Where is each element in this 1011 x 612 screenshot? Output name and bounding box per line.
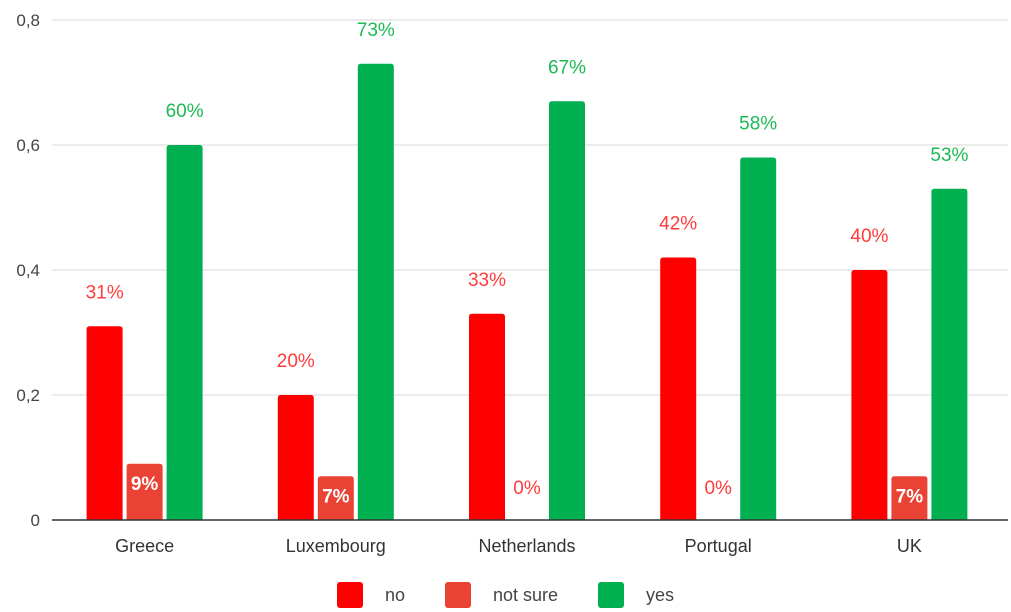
data-label: 31% xyxy=(86,282,124,303)
y-tick-label: 0,6 xyxy=(16,136,40,155)
data-label: 40% xyxy=(850,226,888,247)
legend-label: not sure xyxy=(492,584,559,605)
bar-yes-uk xyxy=(931,188,968,520)
legend-swatch xyxy=(336,582,363,608)
data-label: 73% xyxy=(357,20,395,41)
bar-yes-netherlands xyxy=(549,101,585,520)
data-label: 7% xyxy=(896,486,924,507)
bar-yes-greece xyxy=(166,145,203,520)
data-label: 58% xyxy=(739,114,777,135)
bar-yes-luxembourg xyxy=(357,63,394,520)
legend: no not sure yes xyxy=(0,580,1011,610)
bar-not-sure-greece xyxy=(126,463,163,520)
legend-swatch xyxy=(598,582,625,608)
x-tick-label: Greece xyxy=(115,536,174,556)
bar-no-portugal xyxy=(660,257,697,520)
bar-not-sure-uk xyxy=(891,476,928,520)
legend-item-no: no xyxy=(336,582,405,608)
x-tick-label: UK xyxy=(897,536,922,556)
bar-no-luxembourg xyxy=(277,395,314,520)
data-label: 53% xyxy=(930,145,968,166)
y-tick-label: 0,4 xyxy=(16,261,40,280)
x-tick-label: Portugal xyxy=(685,536,752,556)
legend-label: no xyxy=(384,584,405,605)
data-label: 7% xyxy=(322,486,350,507)
legend-item-yes: yes xyxy=(598,582,674,608)
x-tick-label: Netherlands xyxy=(478,536,575,556)
data-label: 60% xyxy=(166,101,204,122)
data-label: 67% xyxy=(548,57,586,78)
data-label: 0% xyxy=(704,478,732,499)
bar-no-greece xyxy=(86,326,123,520)
bar-not-sure-luxembourg xyxy=(317,476,354,520)
data-label: 9% xyxy=(131,474,159,495)
legend-label: yes xyxy=(646,584,675,605)
legend-swatch xyxy=(444,582,471,608)
bar-yes-portugal xyxy=(740,157,777,520)
bar-no-uk xyxy=(851,270,888,520)
data-label: 20% xyxy=(277,351,315,372)
data-label: 42% xyxy=(659,214,697,235)
bar-no-netherlands xyxy=(469,313,505,520)
data-label: 33% xyxy=(468,270,506,291)
y-tick-label: 0,8 xyxy=(16,11,40,30)
legend-item-not-sure: not sure xyxy=(444,582,559,608)
y-tick-label: 0,2 xyxy=(16,386,40,405)
y-tick-label: 0 xyxy=(31,511,40,530)
data-label: 0% xyxy=(513,478,541,499)
x-tick-label: Luxembourg xyxy=(286,536,386,556)
